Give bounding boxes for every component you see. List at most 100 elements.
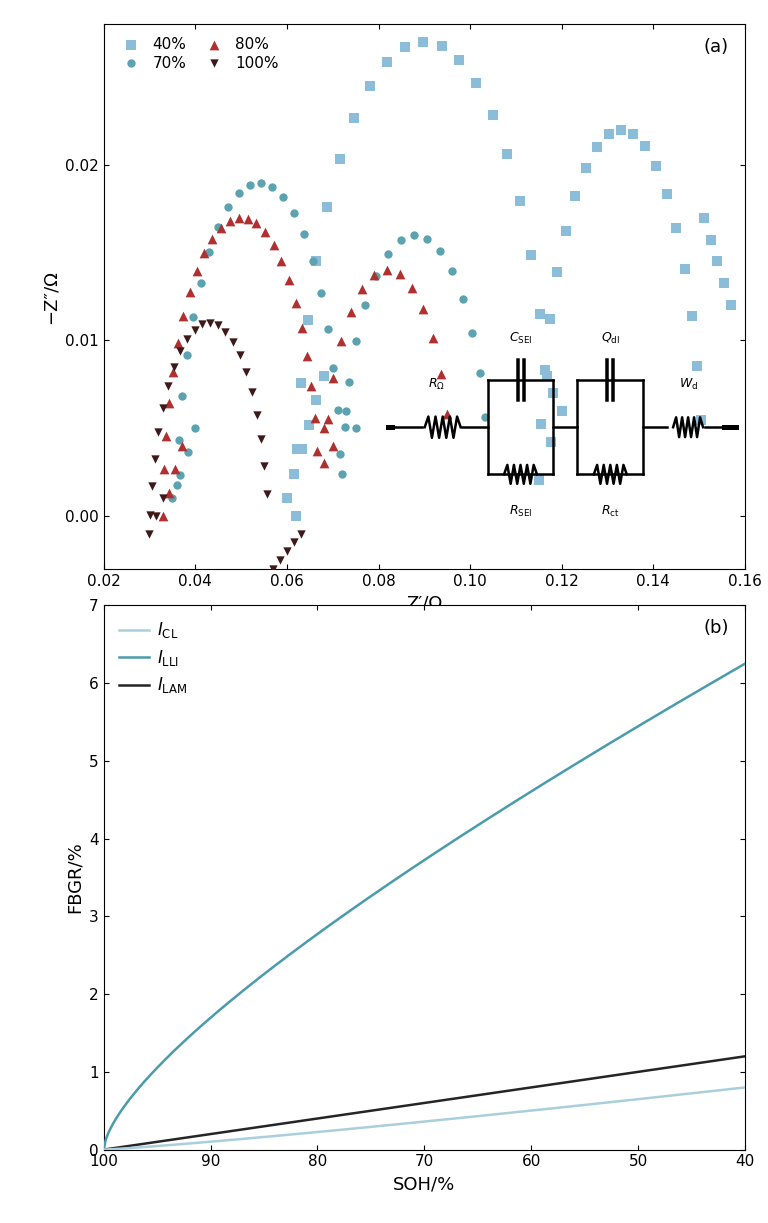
Point bbox=[157, 506, 170, 526]
Point bbox=[322, 408, 334, 428]
Point bbox=[233, 345, 246, 364]
Point bbox=[446, 262, 458, 281]
Point bbox=[340, 401, 353, 421]
Point bbox=[144, 505, 157, 525]
Point bbox=[321, 197, 333, 216]
Point bbox=[306, 252, 319, 272]
Point bbox=[291, 439, 303, 459]
Point bbox=[349, 418, 362, 438]
Point bbox=[381, 53, 393, 72]
Point bbox=[534, 303, 546, 323]
Point bbox=[288, 532, 300, 552]
Text: (b): (b) bbox=[703, 619, 729, 637]
Point bbox=[296, 439, 308, 459]
Point bbox=[315, 283, 327, 302]
Point bbox=[369, 267, 382, 286]
Point bbox=[227, 331, 239, 351]
Point bbox=[317, 418, 329, 438]
Point bbox=[204, 313, 217, 333]
Point bbox=[541, 367, 553, 386]
Point bbox=[184, 283, 196, 302]
Point bbox=[160, 426, 172, 445]
Point bbox=[591, 137, 603, 157]
Point bbox=[163, 483, 175, 503]
Point bbox=[695, 410, 707, 429]
Point bbox=[194, 273, 207, 292]
Point bbox=[421, 229, 433, 248]
Point bbox=[318, 453, 330, 472]
Point bbox=[555, 401, 568, 421]
Point bbox=[478, 407, 491, 427]
Point bbox=[343, 372, 356, 391]
Point bbox=[660, 183, 673, 203]
Point bbox=[650, 157, 662, 176]
Point bbox=[334, 444, 346, 464]
Point bbox=[711, 252, 723, 272]
Point bbox=[301, 311, 313, 330]
Point bbox=[545, 309, 557, 329]
Point bbox=[148, 449, 161, 468]
Point bbox=[219, 322, 231, 341]
Point bbox=[152, 422, 164, 442]
Point bbox=[189, 319, 201, 339]
Point bbox=[303, 415, 315, 434]
Point bbox=[173, 430, 185, 450]
Point bbox=[177, 386, 189, 406]
Point bbox=[283, 270, 295, 290]
Point bbox=[395, 231, 407, 251]
Point bbox=[501, 144, 513, 164]
Point bbox=[381, 260, 393, 280]
Point bbox=[241, 209, 253, 229]
Point bbox=[327, 368, 339, 388]
Point bbox=[212, 218, 224, 237]
Point bbox=[260, 484, 273, 504]
Point bbox=[473, 363, 485, 383]
Point bbox=[339, 417, 351, 437]
Point bbox=[310, 390, 323, 410]
Point bbox=[267, 559, 280, 578]
Point bbox=[243, 175, 256, 194]
Point bbox=[158, 460, 170, 479]
Point bbox=[207, 229, 219, 248]
Text: (a): (a) bbox=[703, 38, 729, 56]
Point bbox=[223, 212, 236, 231]
Point bbox=[266, 177, 279, 197]
Point bbox=[233, 208, 245, 227]
Point bbox=[175, 437, 187, 456]
Point bbox=[603, 125, 615, 144]
Point bbox=[345, 302, 357, 322]
Point bbox=[326, 437, 339, 456]
Point bbox=[181, 442, 194, 461]
Point bbox=[212, 316, 224, 335]
Point bbox=[310, 251, 323, 270]
Point bbox=[222, 197, 234, 216]
Point bbox=[332, 400, 344, 419]
Point bbox=[317, 366, 329, 385]
Point bbox=[560, 221, 572, 241]
Point bbox=[399, 38, 412, 57]
Point bbox=[267, 235, 280, 254]
Point bbox=[364, 76, 376, 95]
Point bbox=[171, 475, 184, 494]
Point bbox=[187, 307, 200, 327]
Point bbox=[198, 243, 210, 263]
Point bbox=[167, 362, 179, 382]
Point bbox=[255, 429, 267, 449]
Point bbox=[336, 464, 349, 483]
Point bbox=[203, 242, 215, 262]
Point bbox=[679, 259, 691, 279]
Point bbox=[551, 263, 564, 283]
Point bbox=[539, 360, 551, 379]
Point bbox=[181, 329, 194, 349]
Point bbox=[334, 149, 346, 169]
Point bbox=[356, 279, 368, 298]
Point bbox=[174, 341, 187, 361]
Point bbox=[349, 109, 361, 128]
Point bbox=[281, 489, 293, 509]
Point bbox=[259, 223, 271, 242]
Point bbox=[533, 470, 545, 489]
Point bbox=[296, 318, 308, 338]
Point bbox=[457, 289, 469, 308]
Point bbox=[394, 264, 406, 284]
Point bbox=[704, 230, 717, 249]
